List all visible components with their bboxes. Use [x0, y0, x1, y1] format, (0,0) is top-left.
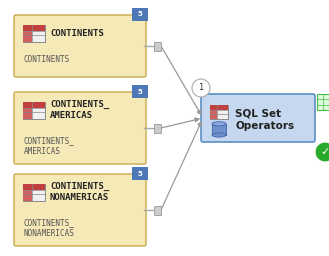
Circle shape — [315, 142, 329, 162]
Text: Operators: Operators — [235, 121, 294, 131]
FancyBboxPatch shape — [23, 108, 32, 119]
Text: CONTINENTS_
AMERICAS: CONTINENTS_ AMERICAS — [50, 100, 109, 120]
FancyBboxPatch shape — [132, 167, 148, 180]
Text: 5: 5 — [138, 89, 142, 94]
Text: SQL Set: SQL Set — [235, 108, 281, 118]
FancyBboxPatch shape — [23, 184, 45, 200]
Text: CONTINENTS_
AMERICAS: CONTINENTS_ AMERICAS — [24, 136, 75, 156]
FancyBboxPatch shape — [317, 94, 329, 110]
FancyBboxPatch shape — [14, 92, 146, 164]
Text: CONTINENTS_
NONAMERICAS: CONTINENTS_ NONAMERICAS — [24, 218, 75, 238]
FancyBboxPatch shape — [132, 8, 148, 21]
FancyBboxPatch shape — [23, 25, 45, 41]
FancyBboxPatch shape — [212, 124, 226, 135]
FancyBboxPatch shape — [210, 105, 228, 110]
FancyBboxPatch shape — [210, 105, 228, 119]
FancyBboxPatch shape — [14, 174, 146, 246]
FancyBboxPatch shape — [154, 206, 161, 215]
FancyBboxPatch shape — [201, 94, 315, 142]
FancyBboxPatch shape — [23, 101, 45, 108]
Text: 1: 1 — [198, 83, 204, 92]
FancyBboxPatch shape — [154, 123, 161, 133]
FancyBboxPatch shape — [23, 190, 32, 200]
Text: 5: 5 — [138, 12, 142, 17]
Text: 5: 5 — [138, 170, 142, 176]
FancyBboxPatch shape — [23, 31, 32, 41]
FancyBboxPatch shape — [23, 101, 45, 119]
Ellipse shape — [212, 122, 226, 126]
FancyBboxPatch shape — [14, 15, 146, 77]
FancyBboxPatch shape — [132, 85, 148, 98]
FancyBboxPatch shape — [154, 41, 161, 50]
Text: CONTINENTS_
NONAMERICAS: CONTINENTS_ NONAMERICAS — [50, 182, 109, 202]
Text: CONTINENTS: CONTINENTS — [24, 55, 70, 63]
FancyBboxPatch shape — [210, 110, 217, 119]
Circle shape — [192, 79, 210, 97]
FancyBboxPatch shape — [23, 25, 45, 31]
Text: ✓: ✓ — [320, 147, 329, 157]
FancyBboxPatch shape — [23, 184, 45, 190]
Text: CONTINENTS: CONTINENTS — [50, 28, 104, 37]
Ellipse shape — [212, 133, 226, 137]
